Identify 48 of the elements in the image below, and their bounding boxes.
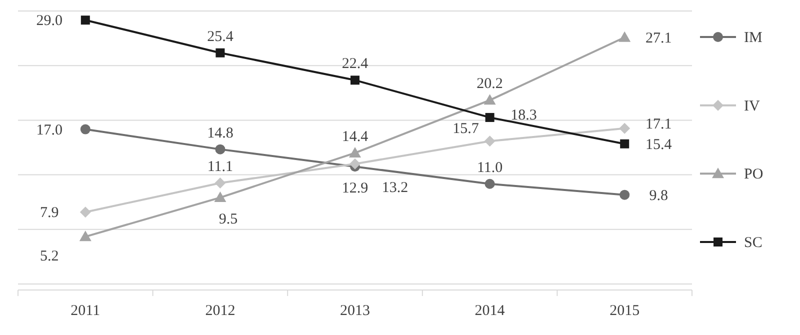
data-label: 15.4 [645,136,672,153]
data-label: 14.4 [342,128,369,145]
point [620,190,630,200]
point [80,16,90,25]
data-label: 12.9 [342,180,368,197]
point [619,122,630,134]
point [484,94,496,105]
point [80,206,91,218]
point [485,112,494,122]
data-label: 17.1 [645,116,672,132]
point [350,76,360,85]
point [484,178,495,189]
point [618,31,631,42]
data-label: 22.4 [342,56,369,72]
point [484,136,496,147]
x-tick-label: 2015 [610,303,640,319]
data-label: 9.5 [218,212,238,228]
point [214,177,226,188]
data-label: 27.1 [645,30,672,46]
data-label: 17.0 [36,122,63,138]
data-label: 25.4 [207,28,234,45]
x-tick-label: 2014 [474,303,506,319]
data-label: 5.2 [40,248,59,265]
legend-label: IM [744,30,762,46]
point [215,144,226,154]
legend-label: PO [744,166,764,183]
data-label: 20.2 [476,76,503,92]
legend-label: SC [744,235,762,251]
data-label: 9.8 [649,188,668,204]
point [620,139,630,148]
data-label: 14.8 [207,125,234,142]
data-label: 15.7 [452,121,480,138]
point [80,124,90,134]
data-label: 7.9 [40,205,59,222]
x-tick-label: 2013 [340,303,370,319]
data-label: 18.3 [510,107,537,124]
point [350,158,360,170]
point [216,48,225,58]
data-label: 29.0 [36,13,63,30]
legend-label: IV [744,98,760,114]
point [79,230,92,242]
data-label: 13.2 [382,180,408,196]
data-label: 11.1 [207,158,234,175]
x-tick-label: 2012 [205,303,236,319]
point [349,146,361,158]
x-tick-label: 2011 [70,303,100,319]
point [214,192,226,202]
data-label: 11.0 [476,160,503,176]
